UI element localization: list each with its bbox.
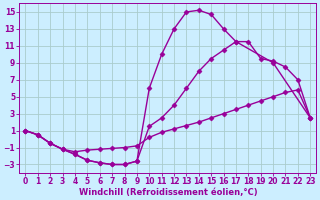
X-axis label: Windchill (Refroidissement éolien,°C): Windchill (Refroidissement éolien,°C) <box>78 188 257 197</box>
